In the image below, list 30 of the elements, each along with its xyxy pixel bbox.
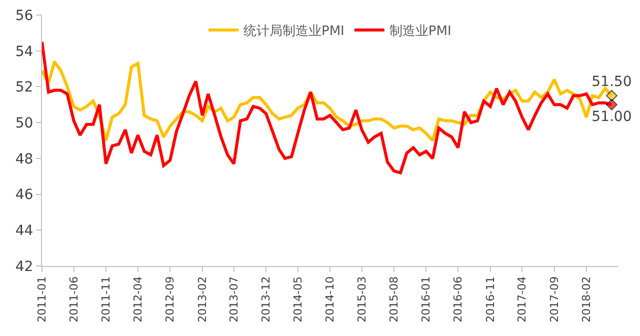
x-tick-label: 2016-06 (452, 276, 465, 322)
y-tick-label: 48 (15, 151, 34, 168)
x-tick-label: 2013-12 (260, 276, 273, 322)
x-tick-label: 2018-02 (580, 276, 594, 322)
y-tick-label: 46 (15, 187, 34, 204)
x-tick-label: 2014-05 (291, 276, 304, 322)
x-tick-label: 2011-01 (36, 276, 49, 322)
legend-label: 制造业PMI (389, 24, 452, 40)
x-tick-label: 2013-02 (196, 276, 209, 322)
y-tick-label: 42 (15, 258, 34, 275)
x-tick-label: 2017-04 (516, 276, 529, 322)
y-tick-label: 52 (15, 80, 34, 96)
data-label: 51.00 (592, 109, 632, 126)
x-tick-label: 2017-09 (548, 276, 561, 322)
data-label: 51.50 (592, 74, 632, 90)
x-tick-label: 2016-01 (420, 276, 433, 322)
legend-label: 统计局制造业PMI (244, 24, 344, 40)
x-tick-label: 2011-06 (67, 276, 80, 322)
y-tick-label: 50 (15, 115, 34, 132)
y-tick-label: 44 (15, 223, 34, 240)
x-tick-label: 2015-08 (388, 276, 401, 322)
x-tick-label: 2013-07 (227, 276, 240, 322)
x-tick-label: 2012-09 (164, 276, 177, 322)
x-tick-label: 2015-03 (355, 276, 368, 322)
x-tick-label: 2011-11 (100, 276, 113, 322)
y-tick-label: 56 (15, 8, 34, 24)
x-tick-label: 2012-04 (132, 276, 145, 322)
x-tick-label: 2014-10 (324, 276, 337, 322)
y-tick-label: 54 (15, 44, 34, 60)
x-tick-label: 2016-11 (484, 276, 497, 322)
